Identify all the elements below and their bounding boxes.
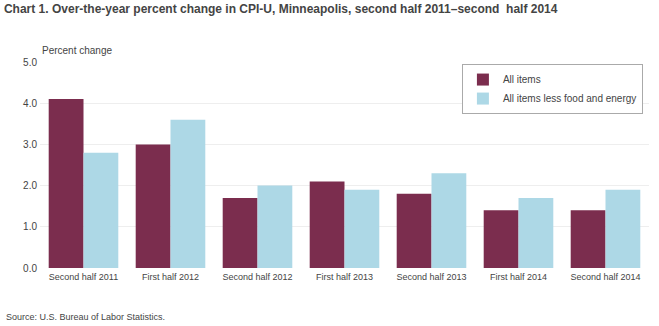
svg-text:Source: U.S. Bureau of Labor S: Source: U.S. Bureau of Labor Statistics. (6, 312, 165, 322)
svg-text:Second half 2013: Second half 2013 (396, 272, 466, 282)
svg-text:Chart 1. Over-the-year percent: Chart 1. Over-the-year percent change in… (4, 2, 558, 16)
svg-text:All items: All items (503, 74, 541, 85)
svg-text:5.0: 5.0 (23, 57, 37, 68)
svg-text:1.0: 1.0 (23, 221, 37, 232)
svg-text:Second half 2014: Second half 2014 (570, 272, 640, 282)
svg-text:Second half 2011: Second half 2011 (49, 272, 118, 282)
svg-text:4.0: 4.0 (23, 98, 37, 109)
svg-text:First half 2013: First half 2013 (316, 272, 373, 282)
svg-text:Percent change: Percent change (42, 45, 112, 56)
svg-text:Second half 2012: Second half 2012 (222, 272, 292, 282)
svg-text:3.0: 3.0 (23, 139, 37, 150)
svg-text:First half 2014: First half 2014 (490, 272, 547, 282)
svg-text:0.0: 0.0 (23, 263, 37, 274)
svg-text:First half 2012: First half 2012 (142, 272, 199, 282)
svg-text:2.0: 2.0 (23, 180, 37, 191)
svg-text:All items less food and energy: All items less food and energy (503, 93, 636, 104)
